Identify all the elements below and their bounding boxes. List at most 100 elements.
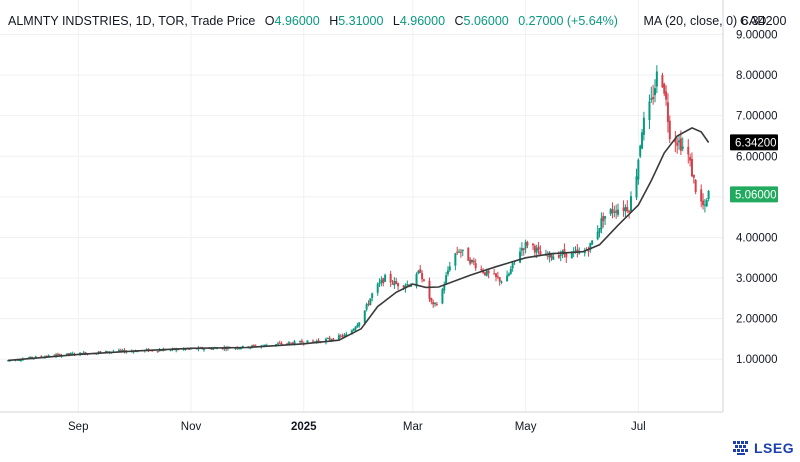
candle: [617, 203, 620, 217]
candle: [395, 277, 398, 285]
candle: [299, 340, 302, 344]
candle: [665, 85, 668, 106]
candle: [635, 168, 638, 201]
candle: [615, 204, 618, 219]
candle: [384, 273, 387, 282]
close-value: 5.06000: [463, 14, 509, 28]
candle: [702, 193, 705, 210]
candle: [393, 277, 396, 289]
candle: [655, 65, 658, 94]
candle: [456, 246, 459, 255]
candle: [365, 302, 368, 312]
candle: [415, 272, 418, 289]
candle: [382, 277, 385, 287]
candle: [367, 300, 370, 307]
candle: [461, 249, 464, 257]
candle: [496, 271, 499, 280]
candle: [421, 270, 424, 283]
candle: [454, 252, 457, 271]
candle: [611, 202, 614, 219]
candle: [681, 137, 684, 152]
candle: [537, 242, 540, 255]
candle: [565, 252, 568, 263]
candle: [378, 278, 381, 288]
candle: [648, 94, 651, 130]
candle: [428, 277, 431, 302]
x-tick-label: Sep: [68, 421, 88, 433]
candle: [546, 251, 549, 260]
candle: [678, 135, 681, 150]
x-tick-label: May: [515, 421, 537, 433]
candle: [356, 322, 359, 328]
candle: [531, 242, 534, 250]
candle: [587, 246, 590, 257]
y-tick-label: 7.00000: [736, 111, 778, 123]
candle: [602, 212, 605, 228]
candle: [548, 251, 551, 263]
candle: [472, 257, 475, 266]
low-value: 4.96000: [399, 14, 446, 28]
candle: [690, 152, 693, 177]
candle: [524, 239, 527, 254]
candle: [578, 247, 581, 255]
candle: [507, 272, 510, 277]
candle: [692, 174, 695, 184]
candle: [624, 204, 627, 218]
candle: [448, 261, 451, 272]
candle: [661, 72, 664, 88]
candle: [500, 280, 503, 284]
candle: [354, 326, 357, 332]
candle: [123, 348, 126, 354]
candle: [666, 93, 669, 133]
candle: [470, 259, 473, 264]
open-value: 4.96000: [274, 14, 320, 28]
candle: [474, 259, 477, 271]
last-price-tag: 5.06000: [730, 186, 778, 203]
y-tick-label: 3.00000: [736, 273, 778, 285]
candle: [289, 342, 292, 344]
ma-price-tag: 6.34200: [730, 134, 778, 151]
candle: [600, 212, 603, 234]
candle: [446, 266, 449, 277]
moving-average-line: [7, 127, 710, 362]
candle: [641, 128, 644, 150]
candle: [642, 111, 645, 141]
candle: [300, 338, 303, 343]
y-tick-label: 1.00000: [736, 354, 778, 366]
y-tick-label: 8.00000: [736, 70, 778, 82]
candle: [604, 216, 607, 226]
y-tick-label: 2.00000: [736, 314, 778, 326]
candle: [337, 333, 340, 340]
candle: [352, 328, 355, 332]
candle: [687, 139, 690, 164]
candle: [493, 268, 496, 275]
candle: [559, 250, 562, 262]
candle: [674, 131, 677, 153]
svg-text:6.34200: 6.34200: [735, 137, 777, 149]
candle: [483, 272, 486, 277]
y-tick-label: 9.00000: [736, 30, 778, 42]
candle: [609, 208, 612, 216]
candle: [589, 242, 592, 253]
candle: [443, 281, 446, 294]
candle: [417, 269, 420, 275]
currency-label[interactable]: CAD: [740, 14, 767, 28]
candle: [653, 79, 656, 103]
candle: [626, 200, 629, 213]
candle: [522, 247, 525, 256]
y-tick-label: 4.00000: [736, 232, 778, 244]
candle: [389, 270, 392, 287]
candle: [419, 264, 422, 274]
candle: [376, 282, 379, 296]
candle: [598, 228, 601, 238]
candle: [430, 297, 433, 305]
instrument-title: ALMNTY INDSTRIES, 1D, TOR, Trade Price: [8, 14, 256, 28]
candle: [613, 205, 616, 218]
candle: [441, 287, 444, 305]
svg-text:5.06000: 5.06000: [735, 189, 777, 201]
candle: [487, 269, 490, 279]
candle: [435, 301, 438, 306]
candle: [705, 198, 708, 208]
globe-icon: [733, 441, 748, 455]
